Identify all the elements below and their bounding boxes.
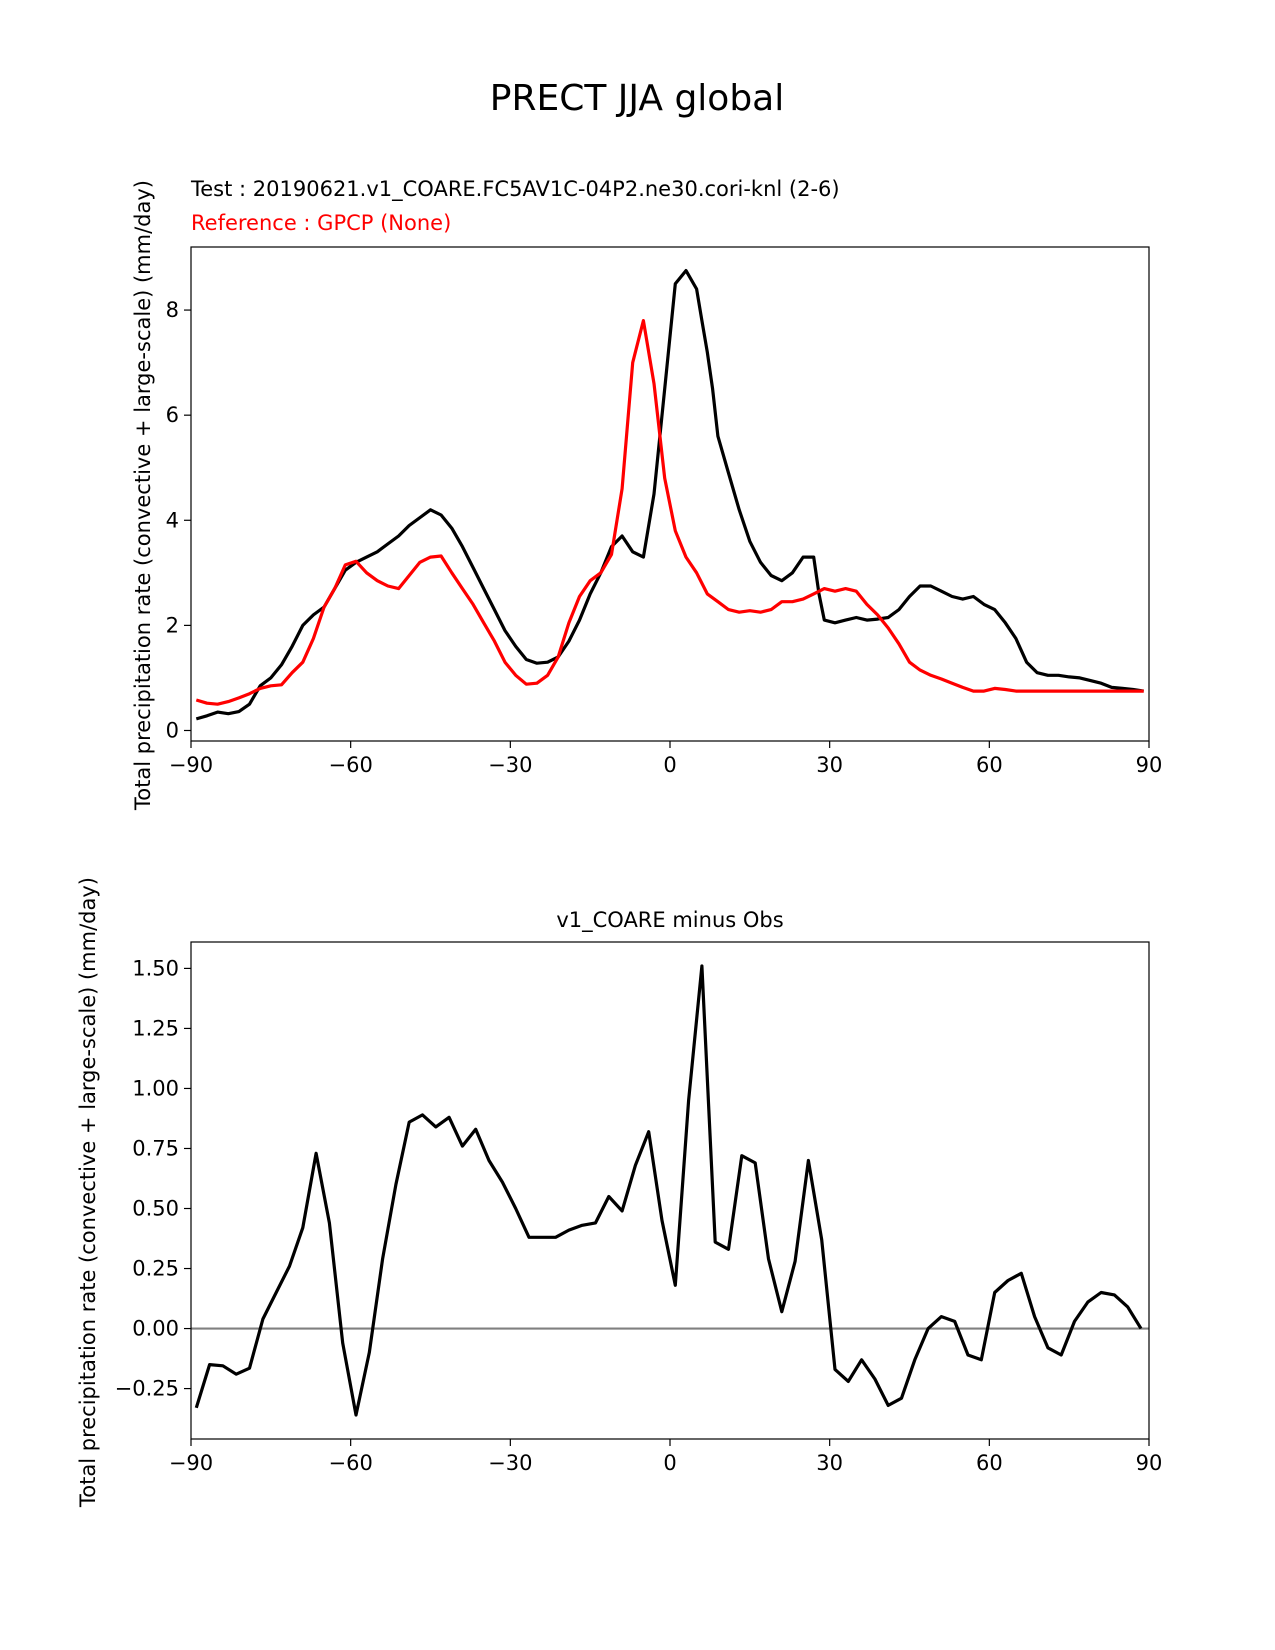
lower-panel: v1_COARE minus Obs Total precipitation r… (76, 877, 1162, 1508)
y-tick-label: 2 (166, 613, 179, 637)
y-tick-label: 8 (166, 298, 179, 322)
lower-series-group (191, 964, 1149, 1417)
y-tick-label: 0.00 (132, 1317, 179, 1341)
lower-plot-frame (190, 941, 1150, 1440)
upper-panel: Test : 20190621.v1_COARE.FC5AV1C-04P2.ne… (131, 177, 1162, 811)
lower-y-axis-label: Total precipitation rate (convective + l… (76, 877, 100, 1508)
y-tick-label: 0 (166, 718, 179, 742)
series-line-1 (195, 319, 1144, 706)
upper-y-axis-label: Total precipitation rate (convective + l… (131, 180, 155, 811)
x-tick-label: −90 (169, 1451, 213, 1475)
x-tick-label: 0 (663, 753, 676, 777)
series-line-0 (195, 269, 1144, 721)
y-tick-label: 6 (166, 403, 179, 427)
series-line-0 (194, 964, 1143, 1417)
lower-title: v1_COARE minus Obs (556, 908, 783, 933)
reference-label: Reference : GPCP (None) (191, 211, 451, 235)
x-tick-label: −30 (488, 1451, 532, 1475)
x-tick-label: 30 (816, 1451, 843, 1475)
y-tick-label: 0.25 (132, 1257, 179, 1281)
x-tick-label: 60 (976, 1451, 1003, 1475)
test-label: Test : 20190621.v1_COARE.FC5AV1C-04P2.ne… (190, 177, 840, 202)
x-tick-label: −90 (169, 753, 213, 777)
y-tick-label: −0.25 (115, 1377, 179, 1401)
x-tick-label: 90 (1136, 1451, 1163, 1475)
x-tick-label: 90 (1136, 753, 1163, 777)
y-tick-label: 4 (166, 508, 179, 532)
y-tick-label: 0.75 (132, 1136, 179, 1160)
figure-suptitle: PRECT JJA global (490, 78, 785, 119)
upper-plot-frame (190, 246, 1150, 742)
x-tick-label: −60 (329, 1451, 373, 1475)
x-tick-label: 60 (976, 753, 1003, 777)
y-tick-label: 1.00 (132, 1076, 179, 1100)
x-tick-label: 30 (816, 753, 843, 777)
y-tick-label: 1.50 (132, 956, 179, 980)
y-tick-label: 1.25 (132, 1016, 179, 1040)
x-tick-label: 0 (663, 1451, 676, 1475)
x-tick-label: −30 (488, 753, 532, 777)
upper-ticks-group: −90 −60 −30 0 30 60 90 0 2 4 6 8 (166, 298, 1163, 777)
x-tick-label: −60 (329, 753, 373, 777)
lower-ticks-group: −90 −60 −30 0 30 60 90 −0.25 0.00 0.25 0.50 0.75 1.0… (115, 956, 1163, 1475)
upper-series-group (195, 269, 1144, 721)
y-tick-label: 0.50 (132, 1197, 179, 1221)
